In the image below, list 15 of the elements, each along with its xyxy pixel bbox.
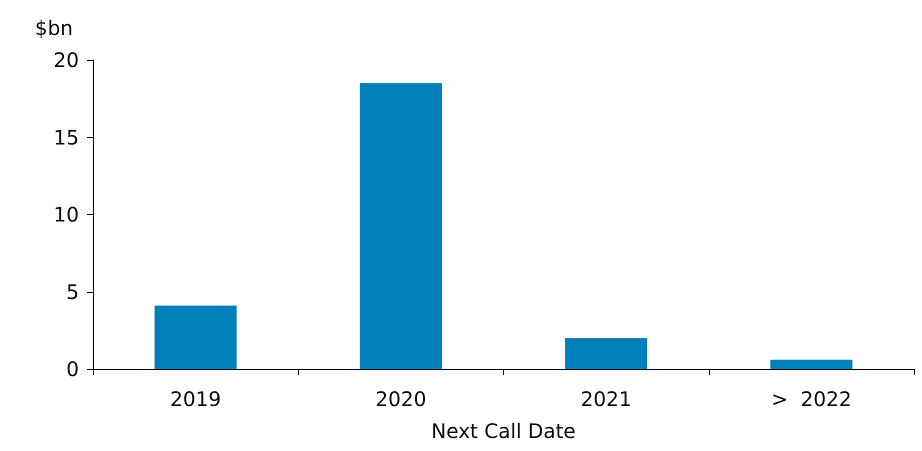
x-tick-label: 2020 (375, 387, 426, 411)
y-tick-label: 5 (66, 280, 79, 304)
x-tick-label: 2021 (580, 387, 632, 411)
x-axis-title: Next Call Date (431, 419, 576, 443)
y-axis-title: $bn (34, 16, 73, 40)
x-tick-label: 2019 (170, 387, 222, 411)
bar (360, 83, 442, 369)
bar (154, 306, 237, 369)
y-tick-label: 10 (54, 202, 79, 226)
y-tick-label: 0 (66, 357, 79, 381)
y-tick-label: 15 (54, 125, 79, 150)
bar (565, 338, 648, 369)
x-tick-label: > 2022 (771, 387, 852, 411)
bar (770, 360, 852, 369)
y-tick-label: 20 (54, 48, 79, 72)
